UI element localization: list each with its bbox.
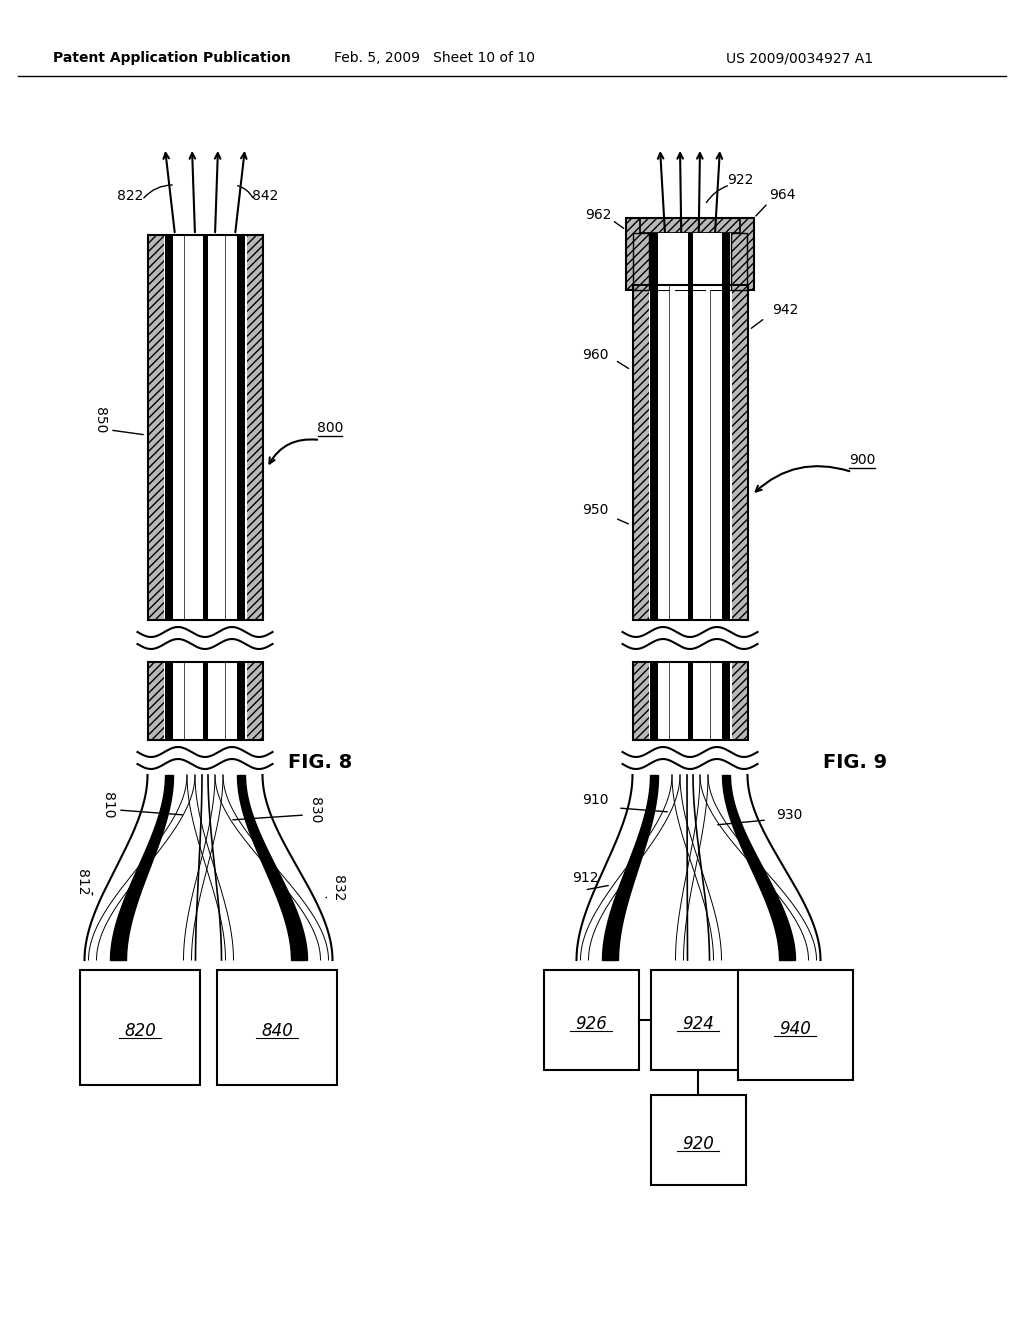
Bar — [722, 285, 730, 620]
Bar — [688, 234, 693, 290]
Text: US 2009/0034927 A1: US 2009/0034927 A1 — [726, 51, 873, 65]
Bar — [148, 235, 263, 620]
Bar — [722, 234, 730, 290]
Bar — [706, 234, 711, 290]
Bar — [164, 235, 247, 620]
Text: 964: 964 — [769, 187, 796, 202]
Bar — [633, 663, 748, 741]
Bar — [649, 663, 732, 741]
Bar — [148, 235, 263, 620]
Text: 950: 950 — [582, 503, 608, 517]
Bar — [164, 663, 247, 741]
Text: 910: 910 — [582, 793, 608, 807]
Bar — [688, 663, 693, 741]
Bar — [650, 285, 658, 620]
Text: FIG. 9: FIG. 9 — [823, 752, 887, 771]
Bar — [649, 234, 731, 290]
Bar — [626, 218, 754, 290]
Bar — [737, 970, 853, 1080]
Text: 962: 962 — [585, 209, 611, 222]
Bar — [650, 663, 658, 741]
Text: 850: 850 — [93, 407, 106, 433]
Text: 940: 940 — [779, 1020, 811, 1038]
Text: 810: 810 — [101, 792, 115, 818]
Bar — [670, 234, 675, 290]
Text: 820: 820 — [124, 1023, 156, 1040]
Bar — [706, 285, 711, 620]
Text: 822: 822 — [117, 189, 143, 203]
Bar — [649, 285, 732, 620]
Bar — [706, 663, 711, 741]
Bar — [165, 235, 173, 620]
Bar — [165, 663, 173, 741]
Text: FIG. 8: FIG. 8 — [288, 752, 352, 771]
Text: 924: 924 — [682, 1015, 714, 1034]
Bar — [633, 285, 748, 620]
Text: 830: 830 — [308, 797, 322, 824]
Text: 930: 930 — [776, 808, 802, 822]
Bar — [626, 218, 754, 234]
Bar — [626, 218, 640, 290]
Bar — [203, 663, 208, 741]
Bar — [221, 663, 226, 741]
Text: 812: 812 — [75, 869, 89, 895]
Bar — [650, 1096, 745, 1185]
Text: 942: 942 — [772, 304, 798, 317]
Bar — [731, 234, 746, 290]
Text: 900: 900 — [849, 453, 876, 467]
Text: 926: 926 — [575, 1015, 607, 1034]
Bar — [650, 970, 745, 1071]
Text: 912: 912 — [571, 871, 598, 884]
Bar — [688, 285, 693, 620]
Text: 840: 840 — [261, 1023, 293, 1040]
Bar — [237, 235, 245, 620]
Text: 842: 842 — [252, 189, 279, 203]
Bar — [217, 970, 337, 1085]
Bar — [221, 235, 226, 620]
Bar — [740, 218, 754, 290]
Text: 832: 832 — [331, 875, 345, 902]
Text: 922: 922 — [727, 173, 754, 187]
Bar — [633, 285, 748, 620]
Bar — [670, 663, 675, 741]
Bar — [203, 235, 208, 620]
Bar — [670, 285, 675, 620]
Bar — [722, 663, 730, 741]
Text: 800: 800 — [316, 421, 343, 436]
Bar — [148, 663, 263, 741]
Text: 960: 960 — [582, 348, 608, 362]
Bar — [633, 234, 649, 290]
Bar — [185, 663, 190, 741]
Bar — [237, 663, 245, 741]
Text: 920: 920 — [682, 1135, 714, 1152]
Text: Patent Application Publication: Patent Application Publication — [53, 51, 291, 65]
Bar — [633, 663, 748, 741]
Bar — [185, 235, 190, 620]
Bar — [80, 970, 200, 1085]
Bar — [544, 970, 639, 1071]
Bar — [650, 234, 658, 290]
Text: Feb. 5, 2009   Sheet 10 of 10: Feb. 5, 2009 Sheet 10 of 10 — [335, 51, 536, 65]
Bar — [148, 663, 263, 741]
